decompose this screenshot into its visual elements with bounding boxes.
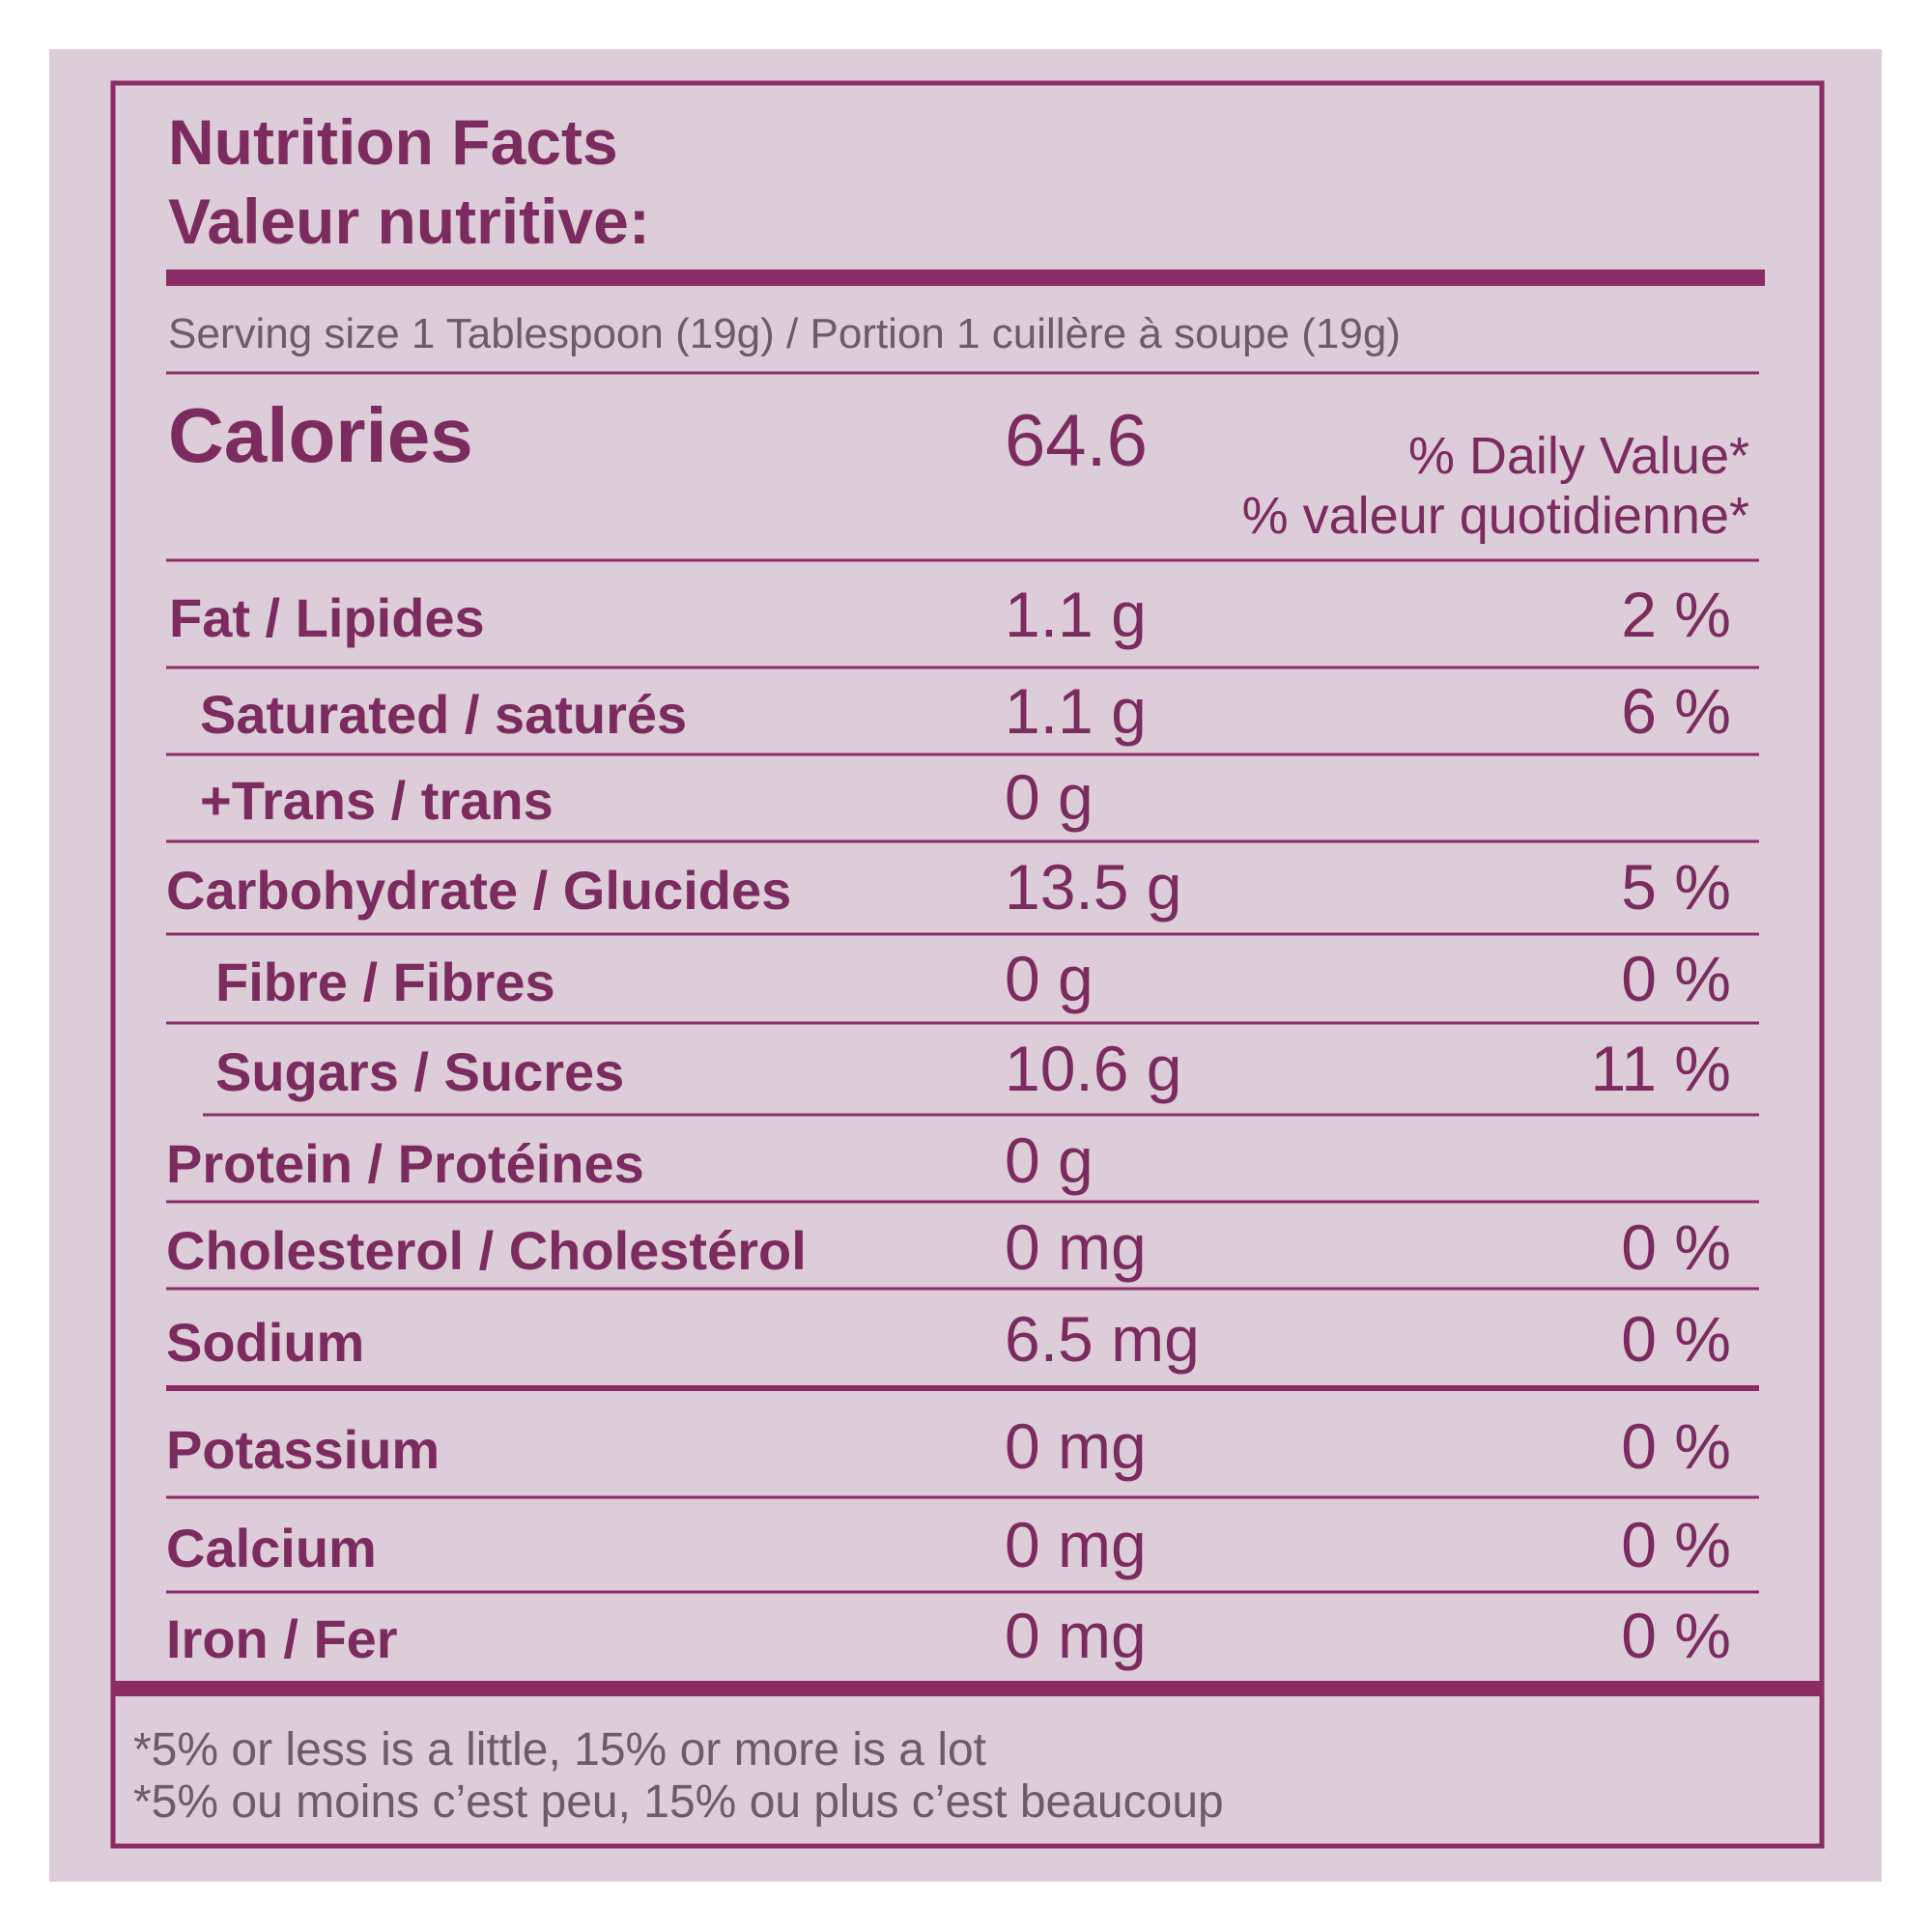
footnote: *5% ou moins c’est peu, 15% ou plus c’es… <box>133 1776 1224 1828</box>
nutrient-amount: 6.5 mg <box>1005 1303 1200 1375</box>
nutrient-name: Protein / Protéines <box>166 1133 644 1194</box>
border <box>110 80 1825 1849</box>
nutrient-amount: 0 mg <box>1005 1211 1147 1283</box>
daily-value: 0 % <box>1621 1410 1731 1482</box>
nutrient-amount: 1.1 g <box>1005 579 1147 650</box>
nutrient-amount: 0 mg <box>1005 1600 1147 1671</box>
nutrient-name: +Trans / trans <box>200 770 554 831</box>
nutrient-amount: 0 g <box>1005 761 1094 833</box>
thick-rule <box>166 270 1765 286</box>
dv-header: % valeur quotidienne* <box>1242 487 1749 545</box>
calories-label: Calories <box>168 392 473 478</box>
title: Nutrition Facts <box>168 106 618 178</box>
nutrient-amount: 0 mg <box>1005 1410 1147 1482</box>
nutrient-rows: Fat / Lipides 1.1 g 2 % Saturated / saturés… <box>166 579 1759 1671</box>
daily-value: 0 % <box>1621 1509 1731 1580</box>
nutrient-amount: 10.6 g <box>1005 1033 1182 1104</box>
nutrient-name: Calcium <box>166 1518 377 1578</box>
dv-header: % Daily Value* <box>1408 427 1749 485</box>
serving-size: Serving size 1 Tablespoon (19g) / Portio… <box>168 310 1401 357</box>
nutrient-name: Carbohydrate / Glucides <box>166 860 791 921</box>
calories-amount: 64.6 <box>1005 400 1148 482</box>
daily-value: 0 % <box>1621 943 1731 1014</box>
daily-value: 0 % <box>1621 1600 1731 1671</box>
nutrient-name: Sodium <box>166 1312 364 1373</box>
nutrient-amount: 1.1 g <box>1005 675 1147 747</box>
title: Valeur nutritive: <box>168 185 650 257</box>
nutrient-name: Iron / Fer <box>166 1608 398 1669</box>
nutrient-amount: 13.5 g <box>1005 851 1182 923</box>
thick-rule <box>113 1681 1822 1696</box>
nutrient-name: Fibre / Fibres <box>215 952 555 1012</box>
nutrient-amount: 0 mg <box>1005 1509 1147 1580</box>
nutrient-amount: 0 g <box>1005 1124 1094 1196</box>
nutrient-name: Sugars / Sucres <box>215 1041 624 1102</box>
daily-value: 2 % <box>1621 579 1731 650</box>
daily-value: 0 % <box>1621 1303 1731 1375</box>
nutrient-name: Potassium <box>166 1419 440 1480</box>
daily-value: 5 % <box>1621 851 1731 923</box>
nutrient-name: Fat / Lipides <box>169 587 485 648</box>
nutrient-amount: 0 g <box>1005 943 1094 1014</box>
daily-value: 11 % <box>1590 1033 1731 1104</box>
daily-value: 0 % <box>1621 1211 1731 1283</box>
nutrient-name: Saturated / saturés <box>200 684 687 745</box>
panel <box>49 49 1882 1882</box>
nutrient-name: Cholesterol / Cholestérol <box>166 1220 807 1281</box>
footnote: *5% or less is a little, 15% or more is … <box>133 1724 986 1776</box>
daily-value: 6 % <box>1621 675 1731 747</box>
